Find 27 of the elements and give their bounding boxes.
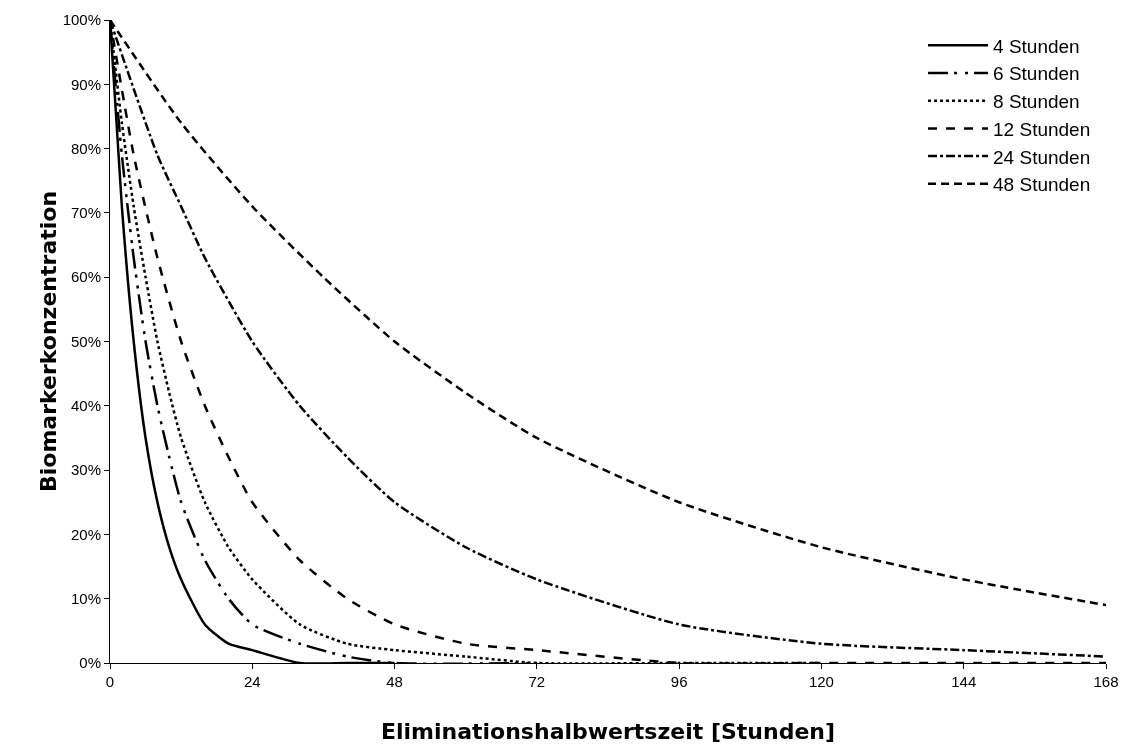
legend-label: 48 Stunden: [993, 174, 1091, 196]
y-tick-label: 20%: [70, 525, 101, 543]
y-tick-label: 80%: [70, 139, 101, 157]
y-tick-label: 10%: [70, 589, 101, 607]
y-tick-label: 30%: [70, 461, 101, 479]
legend-label: 24 Stunden: [993, 146, 1091, 168]
y-tick-label: 100%: [62, 11, 101, 29]
y-tick-label: 70%: [70, 204, 101, 222]
x-tick-label: 0: [105, 673, 115, 690]
y-tick-label: 40%: [70, 397, 101, 415]
y-tick-label: 90%: [70, 75, 101, 93]
x-tick-label: 120: [808, 673, 834, 690]
y-tick-label: 60%: [70, 268, 101, 286]
x-tick-label: 96: [670, 673, 688, 690]
legend-label: 12 Stunden: [993, 118, 1091, 140]
legend-label: 6 Stunden: [993, 63, 1080, 85]
legend-label: 4 Stunden: [993, 35, 1080, 57]
x-tick-label: 48: [386, 673, 403, 690]
y-axis-title: Biomarkerkonzentration: [36, 190, 61, 493]
legend-label: 8 Stunden: [993, 91, 1080, 113]
x-tick-label: 144: [951, 673, 977, 690]
x-tick-label: 24: [243, 673, 261, 690]
x-tick-label: 168: [1093, 673, 1119, 690]
y-tick-label: 50%: [70, 332, 101, 350]
y-tick-label: 0%: [79, 654, 101, 672]
x-axis-title: Eliminationshalbwertszeit [Stunden]: [380, 719, 836, 744]
x-tick-label: 72: [528, 673, 546, 690]
